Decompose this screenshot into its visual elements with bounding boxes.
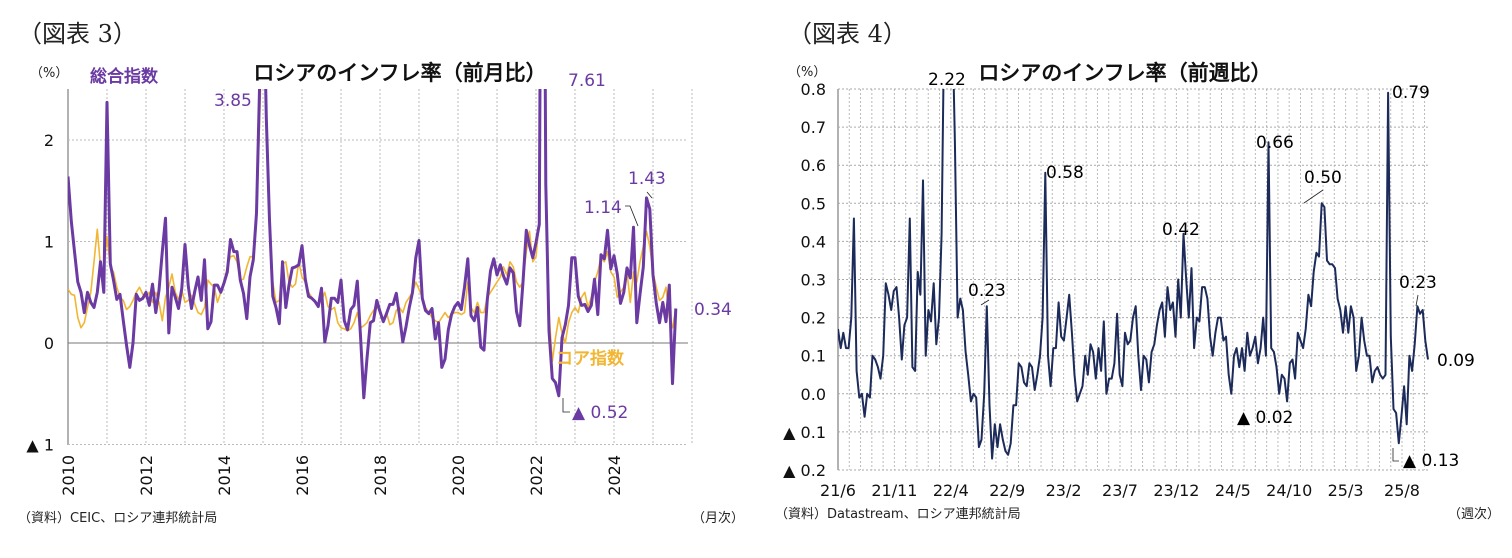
x-axis-unit: （月次）: [692, 510, 744, 526]
x-tick-label: 21/6: [820, 481, 856, 500]
series-line-headline: [68, 89, 678, 400]
x-tick-label: 23/2: [1046, 481, 1082, 500]
annotation: 0.58: [1046, 163, 1084, 183]
x-tick-label: 23/7: [1102, 481, 1138, 500]
annotation: 0.42: [1162, 220, 1200, 240]
y-tick-label: 0: [44, 334, 54, 353]
x-tick-label: 24/5: [1215, 481, 1251, 500]
x-tick-label: 2010: [59, 455, 78, 496]
y-tick-label: ▲ 0.1: [783, 423, 826, 442]
y-tick-label: 0.6: [801, 156, 826, 175]
leader-line: [646, 191, 653, 199]
y-axis-unit: （%）: [788, 65, 826, 80]
y-tick-label: 0.5: [801, 194, 826, 213]
leader-line: [1392, 448, 1399, 462]
series-line-weekly: [838, 89, 1429, 460]
series-lines: [68, 89, 678, 400]
annotation: 0.50: [1304, 168, 1342, 188]
y-tick-label: 0.3: [801, 271, 826, 290]
source-note: （資料）Datastream、ロシア連邦統計局: [775, 506, 1021, 522]
annotation: 7.61: [568, 71, 606, 91]
annotation: 0.23: [1399, 273, 1437, 293]
x-tick-label: 24/10: [1266, 481, 1312, 500]
grid: [67, 89, 693, 445]
legend-headline: 総合指数: [90, 66, 159, 87]
annotation: 1.43: [628, 169, 666, 189]
y-tick-label: 0.8: [801, 80, 826, 99]
x-tick-label: 22/9: [989, 481, 1025, 500]
series-line-core: [68, 89, 677, 363]
x-tick-label: 2012: [137, 455, 156, 496]
legend-core: コア指数: [556, 348, 625, 369]
x-axis-unit: （週次）: [1448, 506, 1500, 522]
annotation: 0.09: [1437, 351, 1475, 371]
source-note: （資料）CEIC、ロシア連邦統計局: [18, 510, 217, 526]
figure-label: （図表 3）: [18, 20, 137, 48]
x-tick-label: 22/4: [933, 481, 969, 500]
x-tick-label: 2018: [371, 455, 390, 496]
x-tick-label: 21/11: [871, 481, 917, 500]
chart-title: ロシアのインフレ率（前週比）: [978, 61, 1271, 85]
y-tick-label: 0.2: [801, 309, 826, 328]
y-axis-unit: （%）: [30, 66, 68, 81]
axis-ticks: 2 1 0 ▲ 1 2010 2012 2014 2016 2018 2020 2022 2024: [26, 131, 624, 496]
leader-line: [625, 205, 639, 227]
annotation: 0.79: [1392, 83, 1430, 103]
leader-line: [1415, 294, 1419, 307]
y-tick-label: ▲ 0.2: [783, 461, 826, 480]
annotation: 3.85: [214, 91, 252, 111]
x-tick-label: 25/3: [1328, 481, 1364, 500]
x-tick-label: 25/8: [1384, 481, 1420, 500]
chart-weekly: （図表 4） ロシアのインフレ率（前週比） （%） 0.8 0.7 0.6 0.5 0.…: [775, 20, 1500, 522]
annotation: 0.23: [968, 281, 1006, 301]
axis-ticks: 0.80.70.60.50.40.30.20.10.0▲ 0.1▲ 0.221/…: [783, 80, 1420, 500]
y-tick-label: 1: [44, 233, 54, 252]
annotation: 2.22: [928, 70, 966, 90]
chart-monthly: （図表 3） ロシアのインフレ率（前月比） （%） 2 1 0 ▲ 1 2010 2012…: [18, 20, 744, 526]
annotation: ▲ 0.13: [1403, 451, 1459, 471]
annotation: 0.66: [1256, 133, 1294, 153]
annotation: 0.34: [694, 300, 732, 320]
leader-line: [1303, 189, 1324, 204]
leader-line: [980, 299, 990, 306]
x-tick-label: 2022: [527, 455, 546, 496]
y-tick-label: 2: [44, 131, 54, 150]
x-tick-label: 23/12: [1153, 481, 1199, 500]
x-tick-label: 2014: [215, 455, 234, 496]
annotation: 1.14: [584, 198, 622, 218]
y-tick-label: 0.4: [801, 232, 826, 251]
x-tick-label: 2024: [605, 455, 624, 496]
annotation: ▲ 0.02: [1237, 408, 1293, 428]
series-lines: [838, 89, 1429, 460]
leader-line: [562, 398, 570, 413]
annotation: ▲ 0.52: [572, 403, 628, 423]
x-tick-label: 2020: [449, 455, 468, 496]
y-tick-label: 0.1: [801, 347, 826, 366]
figure-label: （図表 4）: [788, 20, 907, 48]
x-tick-label: 2016: [293, 455, 312, 496]
y-tick-label: ▲ 1: [26, 436, 54, 455]
grid: [837, 88, 1430, 471]
y-tick-label: 0.0: [801, 385, 826, 404]
chart-title: ロシアのインフレ率（前月比）: [253, 61, 546, 85]
y-tick-label: 0.7: [801, 118, 826, 137]
